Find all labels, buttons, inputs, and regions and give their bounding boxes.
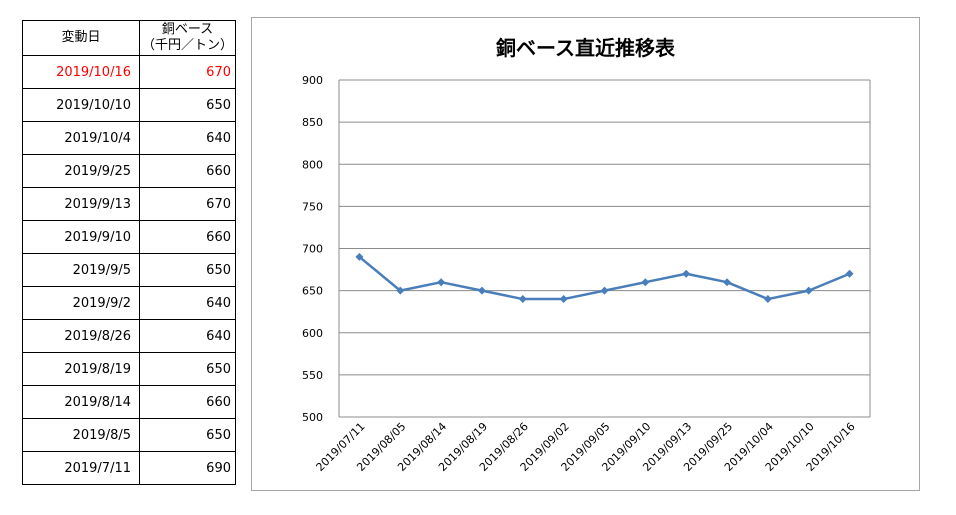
row-date: 2019/10/16 bbox=[22, 55, 140, 89]
row-value: 640 bbox=[139, 286, 236, 320]
data-point bbox=[723, 278, 732, 287]
header-value: 銅ベース （千円／トン） bbox=[139, 20, 236, 56]
data-point bbox=[845, 269, 854, 278]
row-date: 2019/8/5 bbox=[22, 418, 140, 452]
y-tick-label: 550 bbox=[302, 369, 323, 382]
table-row: 2019/9/2 640 bbox=[22, 286, 236, 320]
y-tick-label: 600 bbox=[302, 327, 323, 340]
table-row: 2019/7/11 690 bbox=[22, 451, 236, 485]
y-tick-label: 500 bbox=[302, 411, 323, 424]
row-value: 690 bbox=[139, 451, 236, 485]
data-point bbox=[477, 286, 486, 295]
row-date: 2019/9/13 bbox=[22, 187, 140, 221]
row-value: 640 bbox=[139, 319, 236, 353]
table-row: 2019/9/5 650 bbox=[22, 253, 236, 287]
chart-title: 銅ベース直近推移表 bbox=[496, 36, 675, 60]
y-tick-label: 650 bbox=[302, 285, 323, 298]
header-date: 変動日 bbox=[22, 20, 140, 56]
data-point bbox=[437, 278, 446, 287]
table-row: 2019/8/5 650 bbox=[22, 418, 236, 452]
row-date: 2019/10/10 bbox=[22, 88, 140, 122]
price-table: 変動日 銅ベース （千円／トン） 2019/10/16 670 2019/10/10 6… bbox=[22, 20, 236, 485]
data-point bbox=[763, 295, 772, 304]
y-tick-label: 800 bbox=[302, 158, 323, 171]
data-point bbox=[518, 295, 527, 304]
row-value: 640 bbox=[139, 121, 236, 155]
table-row: 2019/10/10 650 bbox=[22, 88, 236, 122]
row-date: 2019/7/11 bbox=[22, 451, 140, 485]
row-date: 2019/8/19 bbox=[22, 352, 140, 386]
row-value: 650 bbox=[139, 88, 236, 122]
row-value: 660 bbox=[139, 385, 236, 419]
y-tick-label: 750 bbox=[302, 200, 323, 213]
row-date: 2019/9/5 bbox=[22, 253, 140, 287]
row-value: 670 bbox=[139, 55, 236, 89]
table-row: 2019/10/4 640 bbox=[22, 121, 236, 155]
table-row: 2019/8/14 660 bbox=[22, 385, 236, 419]
row-date: 2019/9/25 bbox=[22, 154, 140, 188]
row-date: 2019/8/14 bbox=[22, 385, 140, 419]
row-date: 2019/9/2 bbox=[22, 286, 140, 320]
y-tick-label: 900 bbox=[302, 74, 323, 87]
data-point bbox=[600, 286, 609, 295]
header-value-line2: （千円／トン） bbox=[141, 38, 233, 53]
row-value: 650 bbox=[139, 418, 236, 452]
data-point bbox=[682, 269, 691, 278]
row-value: 650 bbox=[139, 253, 236, 287]
y-tick-label: 700 bbox=[302, 243, 323, 256]
row-value: 650 bbox=[139, 352, 236, 386]
y-tick-label: 850 bbox=[302, 116, 323, 129]
data-point bbox=[804, 286, 813, 295]
row-value: 660 bbox=[139, 220, 236, 254]
row-date: 2019/10/4 bbox=[22, 121, 140, 155]
chart-frame: 銅ベース直近推移表 500 550 600 650 700 750 800 850 900 201… bbox=[251, 17, 920, 491]
table-row: 2019/9/10 660 bbox=[22, 220, 236, 254]
row-value: 670 bbox=[139, 187, 236, 221]
data-point bbox=[641, 278, 650, 287]
table-row: 2019/9/13 670 bbox=[22, 187, 236, 221]
row-date: 2019/9/10 bbox=[22, 220, 140, 254]
row-date: 2019/8/26 bbox=[22, 319, 140, 353]
table-row: 2019/8/26 640 bbox=[22, 319, 236, 353]
table-header-row: 変動日 銅ベース （千円／トン） bbox=[22, 20, 236, 56]
header-value-line1: 銅ベース bbox=[161, 22, 214, 37]
row-value: 660 bbox=[139, 154, 236, 188]
line-chart: 5005506006507007508008509002019/07/11201… bbox=[302, 74, 871, 474]
data-point bbox=[396, 286, 405, 295]
table-row: 2019/10/16 670 bbox=[22, 55, 236, 89]
table-row: 2019/8/19 650 bbox=[22, 352, 236, 386]
data-point bbox=[559, 295, 568, 304]
data-point bbox=[355, 252, 364, 261]
table-row: 2019/9/25 660 bbox=[22, 154, 236, 188]
